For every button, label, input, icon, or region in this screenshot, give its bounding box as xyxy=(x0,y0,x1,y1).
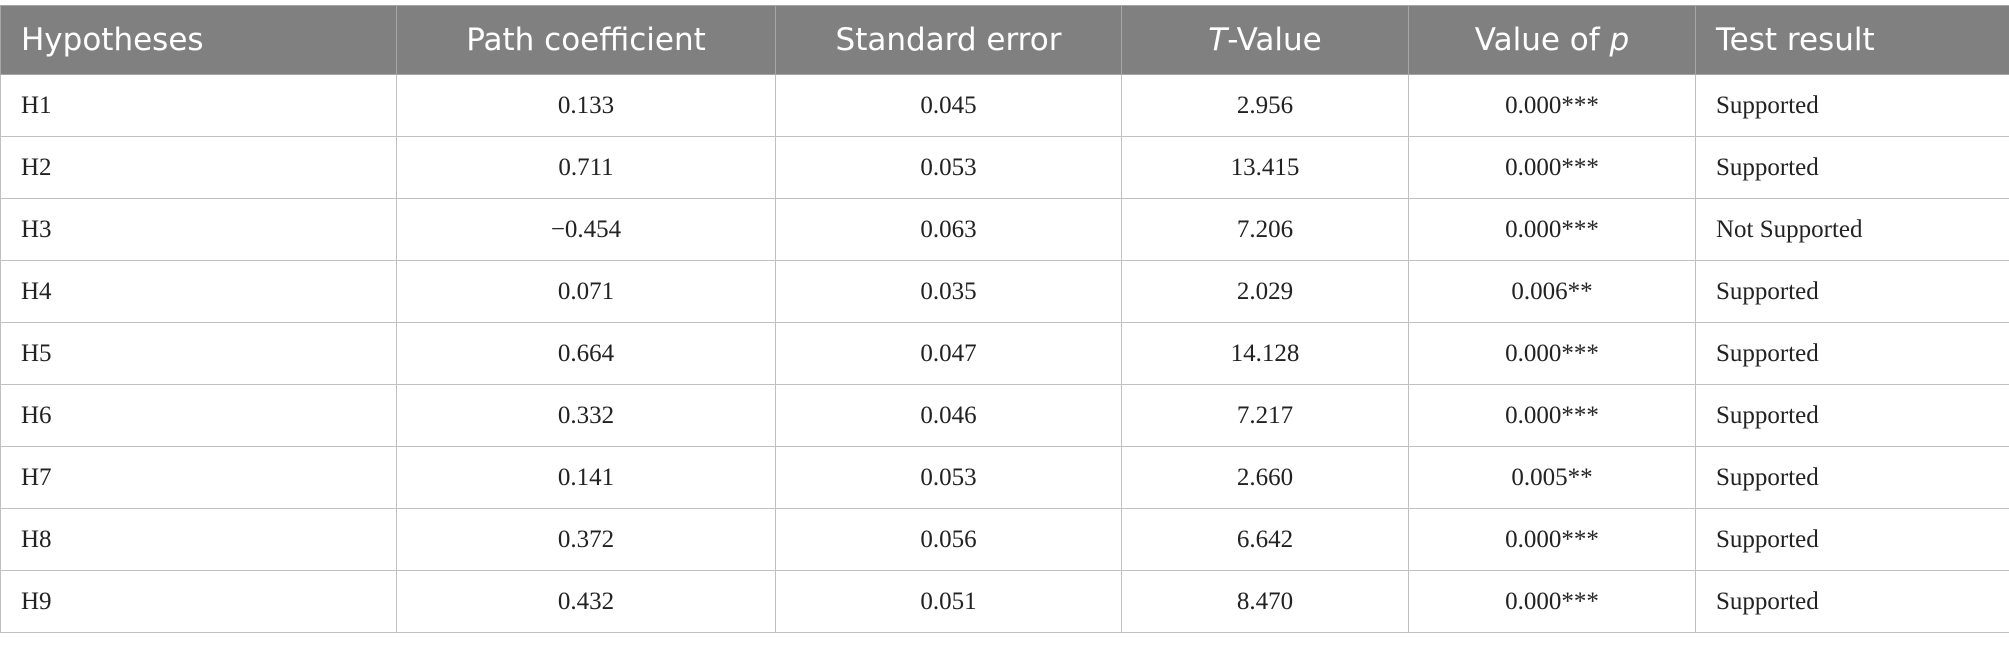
table-cell: 0.664 xyxy=(396,322,776,385)
table-cell: Supported xyxy=(1695,74,2009,137)
table-row: H5 0.664 0.047 14.128 0.000*** Supported xyxy=(0,322,2009,385)
header-text: Standard error xyxy=(835,22,1062,58)
table-cell: Supported xyxy=(1695,446,2009,509)
table-cell: H8 xyxy=(0,508,397,571)
table-row: H2 0.711 0.053 13.415 0.000*** Supported xyxy=(0,136,2009,199)
table-cell: 0.372 xyxy=(396,508,776,571)
table-cell: 0.000*** xyxy=(1408,384,1696,447)
table-cell: 0.332 xyxy=(396,384,776,447)
table-cell: 0.711 xyxy=(396,136,776,199)
header-cell: T-Value xyxy=(1121,5,1409,75)
table-cell: 0.000*** xyxy=(1408,508,1696,571)
table-cell: 0.051 xyxy=(775,570,1122,633)
table-cell: Supported xyxy=(1695,322,2009,385)
table-cell: H6 xyxy=(0,384,397,447)
table-cell: 0.056 xyxy=(775,508,1122,571)
table-cell: 0.141 xyxy=(396,446,776,509)
table-cell: H7 xyxy=(0,446,397,509)
table-row: H8 0.372 0.056 6.642 0.000*** Supported xyxy=(0,508,2009,571)
table-row: H1 0.133 0.045 2.956 0.000*** Supported xyxy=(0,74,2009,137)
table-cell: Supported xyxy=(1695,136,2009,199)
header-cell: Standard error xyxy=(775,5,1122,75)
header-text: Value of xyxy=(1474,22,1610,58)
header-text: Path coefficient xyxy=(466,22,706,58)
table-cell: H2 xyxy=(0,136,397,199)
header-cell: Path coefficient xyxy=(396,5,776,75)
header-cell: Hypotheses xyxy=(0,5,397,75)
table-cell: 0.133 xyxy=(396,74,776,137)
table-cell: 0.046 xyxy=(775,384,1122,447)
header-cell: Test result xyxy=(1695,5,2009,75)
table-cell: 0.053 xyxy=(775,136,1122,199)
table-cell: 7.206 xyxy=(1121,198,1409,261)
table-body: H1 0.133 0.045 2.956 0.000*** Supported H2 0.71… xyxy=(0,74,2009,633)
table-row: H6 0.332 0.046 7.217 0.000*** Supported xyxy=(0,384,2009,447)
header-text: T xyxy=(1208,22,1228,58)
table-cell: H4 xyxy=(0,260,397,323)
table-cell: 0.047 xyxy=(775,322,1122,385)
header-text: p xyxy=(1609,22,1630,58)
table-cell: 13.415 xyxy=(1121,136,1409,199)
table-cell: 0.000*** xyxy=(1408,136,1696,199)
table-cell: H1 xyxy=(0,74,397,137)
header-cell: Value of p xyxy=(1408,5,1696,75)
table-cell: 8.470 xyxy=(1121,570,1409,633)
table-cell: 0.005** xyxy=(1408,446,1696,509)
table-row: H7 0.141 0.053 2.660 0.005** Supported xyxy=(0,446,2009,509)
table-cell: Supported xyxy=(1695,570,2009,633)
table-cell: H3 xyxy=(0,198,397,261)
table-cell: 2.029 xyxy=(1121,260,1409,323)
table-cell: 0.000*** xyxy=(1408,74,1696,137)
table-row: H3 −0.454 0.063 7.206 0.000*** Not Supported xyxy=(0,198,2009,261)
table-row: H9 0.432 0.051 8.470 0.000*** Supported xyxy=(0,570,2009,633)
header-row: Hypotheses Path coefficient Standard error… xyxy=(0,5,2009,75)
table-cell: 0.053 xyxy=(775,446,1122,509)
table-cell: −0.454 xyxy=(396,198,776,261)
table-cell: 14.128 xyxy=(1121,322,1409,385)
table-cell: 0.035 xyxy=(775,260,1122,323)
table-cell: 2.956 xyxy=(1121,74,1409,137)
table-cell: 0.432 xyxy=(396,570,776,633)
table-cell: 6.642 xyxy=(1121,508,1409,571)
table-cell: 0.063 xyxy=(775,198,1122,261)
table-cell: 0.000*** xyxy=(1408,322,1696,385)
table-cell: 0.006** xyxy=(1408,260,1696,323)
table-cell: 0.045 xyxy=(775,74,1122,137)
table-cell: 0.000*** xyxy=(1408,198,1696,261)
header-text: -Value xyxy=(1227,22,1322,58)
table-cell: Not Supported xyxy=(1695,198,2009,261)
table-cell: 2.660 xyxy=(1121,446,1409,509)
table-cell: H5 xyxy=(0,322,397,385)
table-cell: 0.000*** xyxy=(1408,570,1696,633)
table-cell: Supported xyxy=(1695,260,2009,323)
table-cell: 7.217 xyxy=(1121,384,1409,447)
header-text: Hypotheses xyxy=(21,22,204,58)
table-row: H4 0.071 0.035 2.029 0.006** Supported xyxy=(0,260,2009,323)
table-cell: Supported xyxy=(1695,508,2009,571)
page: Hypotheses Path coefficient Standard error… xyxy=(0,5,2009,650)
results-table: Hypotheses Path coefficient Standard error… xyxy=(0,5,2009,633)
table-cell: 0.071 xyxy=(396,260,776,323)
table-cell: Supported xyxy=(1695,384,2009,447)
table-cell: H9 xyxy=(0,570,397,633)
header-text: Test result xyxy=(1716,22,1875,58)
